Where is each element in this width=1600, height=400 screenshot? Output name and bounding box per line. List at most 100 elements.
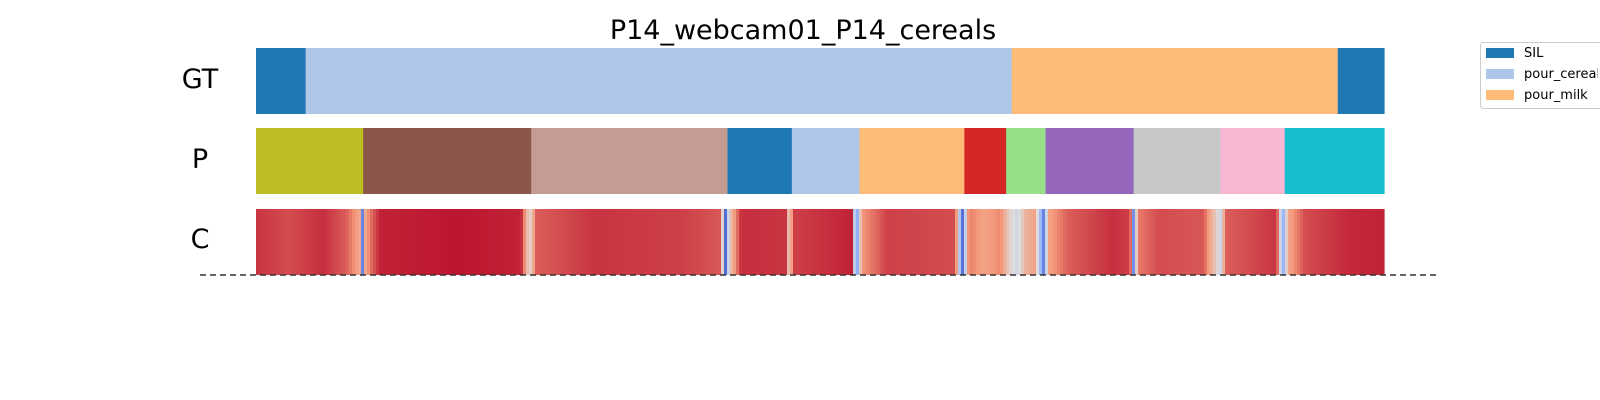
confidence-strip xyxy=(973,209,977,275)
confidence-strip xyxy=(673,209,677,275)
confidence-strip xyxy=(499,209,503,275)
confidence-strip xyxy=(1015,209,1019,275)
confidence-strip xyxy=(292,209,296,275)
confidence-strip xyxy=(478,209,482,275)
confidence-strip xyxy=(1270,209,1274,275)
confidence-strip xyxy=(655,209,659,275)
confidence-strip xyxy=(1090,209,1094,275)
confidence-strip xyxy=(388,209,392,275)
confidence-strip xyxy=(577,209,581,275)
confidence-strip xyxy=(376,209,380,275)
confidence-strip xyxy=(1303,209,1307,275)
confidence-strip xyxy=(1135,209,1139,275)
confidence-strip xyxy=(691,209,695,275)
confidence-strip xyxy=(1171,209,1175,275)
confidence-strip xyxy=(736,209,740,275)
confidence-strip xyxy=(370,209,374,275)
row-label-gt: GT xyxy=(182,64,219,95)
confidence-strip xyxy=(871,209,875,275)
confidence-strip xyxy=(304,209,308,275)
gt-row xyxy=(256,48,1385,114)
confidence-strip xyxy=(922,209,926,275)
confidence-strip xyxy=(643,209,647,275)
confidence-strip xyxy=(1177,209,1181,275)
confidence-strip xyxy=(802,209,806,275)
confidence-strip xyxy=(763,209,767,275)
confidence-strip xyxy=(952,209,956,275)
pred-segment-0 xyxy=(256,128,364,194)
confidence-strip xyxy=(613,209,617,275)
confidence-strip xyxy=(1237,209,1241,275)
confidence-strip xyxy=(259,209,263,275)
confidence-strip xyxy=(1072,209,1076,275)
confidence-strip xyxy=(1240,209,1244,275)
confidence-strip xyxy=(679,209,683,275)
confidence-strip xyxy=(1000,209,1004,275)
confidence-strip xyxy=(892,209,896,275)
gt-segment-1 xyxy=(305,48,1013,114)
pred-segment-3 xyxy=(727,128,793,194)
confidence-strip xyxy=(403,209,407,275)
confidence-strip xyxy=(712,209,716,275)
confidence-strip xyxy=(568,209,572,275)
confidence-strip xyxy=(781,209,785,275)
confidence-strip xyxy=(289,209,293,275)
confidence-strip xyxy=(1009,209,1013,275)
confidence-strip xyxy=(790,209,794,275)
confidence-strip xyxy=(397,209,401,275)
confidence-strip xyxy=(1381,209,1385,275)
confidence-strip xyxy=(634,209,638,275)
confidence-strip xyxy=(481,209,485,275)
legend-label-sil: SIL xyxy=(1524,46,1544,61)
confidence-strip xyxy=(514,209,518,275)
confidence-strip xyxy=(490,209,494,275)
confidence-strip xyxy=(1192,209,1196,275)
confidence-strip xyxy=(457,209,461,275)
confidence-strip xyxy=(1375,209,1379,275)
legend: SIL pour_cereals pour_milk xyxy=(1480,42,1600,109)
confidence-strip xyxy=(451,209,455,275)
confidence-strip xyxy=(1198,209,1202,275)
pred-segment-4 xyxy=(791,128,861,194)
pred-segment-5 xyxy=(859,128,965,194)
confidence-strip xyxy=(946,209,950,275)
confidence-strip xyxy=(1159,209,1163,275)
confidence-strip xyxy=(1345,209,1349,275)
confidence-strip xyxy=(1129,209,1133,275)
confidence-strip xyxy=(1144,209,1148,275)
confidence-strip xyxy=(700,209,704,275)
confidence-strip xyxy=(1243,209,1247,275)
confidence-strip xyxy=(694,209,698,275)
confidence-strip xyxy=(1069,209,1073,275)
confidence-strip xyxy=(1186,209,1190,275)
confidence-strip xyxy=(844,209,848,275)
confidence-strip xyxy=(379,209,383,275)
confidence-strip xyxy=(1312,209,1316,275)
confidence-strip xyxy=(472,209,476,275)
confidence-strip xyxy=(1162,209,1166,275)
confidence-strip xyxy=(1342,209,1346,275)
confidence-strip xyxy=(502,209,506,275)
confidence-strip xyxy=(511,209,515,275)
confidence-strip xyxy=(580,209,584,275)
confidence-strip xyxy=(1033,209,1037,275)
confidence-strip xyxy=(796,209,800,275)
confidence-strip xyxy=(841,209,845,275)
confidence-strip xyxy=(1282,209,1286,275)
confidence-strip xyxy=(709,209,713,275)
confidence-strip xyxy=(256,209,260,275)
confidence-strip xyxy=(352,209,356,275)
confidence-strip xyxy=(997,209,1001,275)
confidence-strip xyxy=(589,209,593,275)
confidence-row xyxy=(256,209,1385,275)
confidence-strip xyxy=(1252,209,1256,275)
confidence-strip xyxy=(667,209,671,275)
confidence-strip xyxy=(394,209,398,275)
confidence-strip xyxy=(1099,209,1103,275)
confidence-strip xyxy=(409,209,413,275)
confidence-strip xyxy=(382,209,386,275)
confidence-strip xyxy=(910,209,914,275)
confidence-strip xyxy=(976,209,980,275)
confidence-strip xyxy=(1207,209,1211,275)
confidence-strip xyxy=(529,209,533,275)
